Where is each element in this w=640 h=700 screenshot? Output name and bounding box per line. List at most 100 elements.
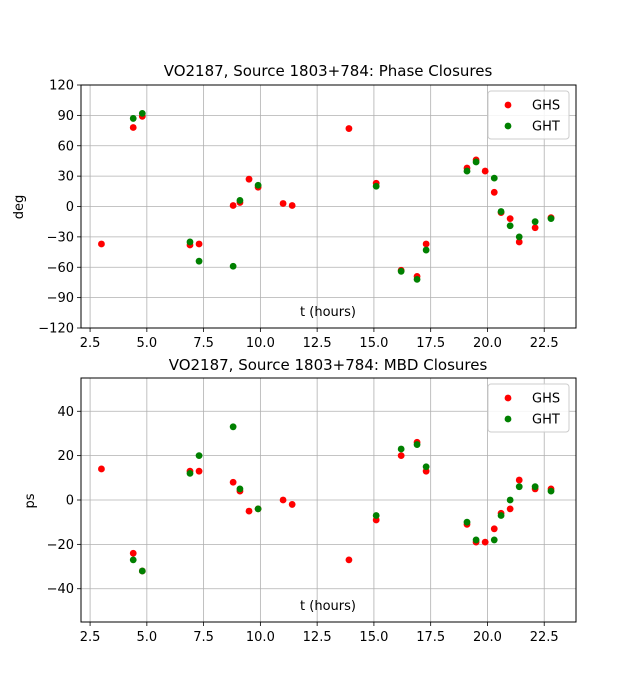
ght-point bbox=[422, 463, 430, 471]
x-tick-label: 17.5 bbox=[416, 630, 445, 645]
ghs-point bbox=[397, 452, 405, 460]
y-tick-label: 60 bbox=[57, 139, 74, 154]
y-tick-label: 120 bbox=[49, 79, 74, 94]
x-tick-label: 2.5 bbox=[80, 630, 101, 645]
ghs-point bbox=[515, 476, 523, 484]
ght-point bbox=[236, 197, 244, 204]
ght-point bbox=[515, 483, 523, 491]
y-tick-label: −30 bbox=[47, 230, 74, 245]
plot-frame bbox=[80, 84, 577, 329]
ght-point bbox=[372, 512, 380, 519]
y-axis-label: deg bbox=[12, 195, 27, 220]
ghs-point bbox=[279, 200, 287, 207]
ghs-point bbox=[288, 202, 296, 209]
ght-point bbox=[186, 238, 194, 246]
x-tick-label: 22.5 bbox=[530, 630, 559, 645]
legend-label-ghs: GHS bbox=[532, 99, 560, 114]
ght-point bbox=[397, 267, 405, 275]
ght-point bbox=[490, 536, 498, 544]
ght-point bbox=[506, 222, 514, 230]
ght-point bbox=[515, 233, 523, 241]
y-tick-label: 30 bbox=[57, 170, 74, 185]
x-tick-label: 5.0 bbox=[137, 630, 158, 645]
y-tick-label: 20 bbox=[57, 449, 74, 464]
y-tick-label: −120 bbox=[38, 322, 74, 337]
ghs-point bbox=[245, 507, 253, 515]
y-tick-label: −40 bbox=[47, 582, 74, 597]
y-tick-label: −90 bbox=[47, 291, 74, 306]
ghs-point bbox=[531, 224, 539, 232]
ght-point bbox=[472, 536, 480, 544]
ght-point bbox=[490, 174, 498, 182]
chart-title: VO2187, Source 1803+784: MBD Closures bbox=[169, 356, 488, 374]
ght-point bbox=[413, 441, 421, 448]
ghs-point bbox=[229, 478, 237, 486]
ghs-point bbox=[345, 556, 353, 564]
ght-point bbox=[506, 496, 514, 504]
ghs-point bbox=[345, 125, 353, 132]
legend-label-ght: GHT bbox=[532, 120, 560, 135]
y-tick-label: 0 bbox=[66, 200, 74, 215]
ght-point bbox=[372, 182, 380, 190]
ght-point bbox=[472, 158, 480, 166]
y-axis-label: ps bbox=[23, 493, 38, 508]
legend-marker-ght bbox=[504, 415, 512, 423]
ght-point bbox=[186, 469, 194, 477]
x-tick-label: 22.5 bbox=[530, 336, 559, 351]
x-axis-label: t (hours) bbox=[300, 599, 356, 614]
ght-point bbox=[236, 485, 244, 493]
x-tick-label: 7.5 bbox=[193, 336, 214, 351]
x-tick-label: 15.0 bbox=[359, 336, 388, 351]
ght-point bbox=[547, 487, 555, 495]
x-tick-label: 5.0 bbox=[137, 336, 158, 351]
ghs-point bbox=[129, 549, 137, 557]
legend-marker-ghs bbox=[504, 394, 512, 402]
ght-point bbox=[497, 208, 505, 215]
ght-point bbox=[463, 167, 471, 175]
ght-point bbox=[422, 246, 430, 254]
ghs-point bbox=[506, 215, 514, 223]
ghs-point bbox=[195, 240, 203, 248]
ghs-point bbox=[490, 188, 498, 196]
legend-marker-ght bbox=[504, 122, 512, 130]
ghs-point bbox=[515, 238, 523, 246]
x-tick-label: 20.0 bbox=[473, 630, 502, 645]
x-tick-label: 7.5 bbox=[193, 630, 214, 645]
ghs-point bbox=[481, 167, 489, 175]
ght-point bbox=[138, 567, 146, 575]
plot-frame bbox=[80, 377, 577, 623]
ghs-point bbox=[129, 124, 137, 131]
ght-point bbox=[547, 215, 555, 223]
legend: GHS GHT bbox=[487, 90, 570, 140]
legend-label-ght: GHT bbox=[532, 413, 560, 428]
phase-closures-panel: VO2187, Source 1803+784: Phase Closures … bbox=[12, 62, 577, 351]
ght-point bbox=[531, 218, 539, 226]
ght-point bbox=[397, 445, 405, 453]
ghs-point bbox=[98, 240, 105, 248]
ghs-point bbox=[229, 202, 237, 209]
ght-point bbox=[531, 483, 539, 491]
ghs-point bbox=[279, 496, 287, 504]
ght-point bbox=[254, 505, 262, 513]
ght-point bbox=[254, 181, 262, 189]
ghs-point bbox=[288, 501, 296, 508]
x-axis-label: t (hours) bbox=[300, 305, 356, 320]
ghs-point bbox=[98, 465, 105, 473]
legend: GHS GHT bbox=[487, 383, 570, 433]
ght-point bbox=[413, 276, 421, 283]
ght-point bbox=[195, 257, 203, 265]
ght-point bbox=[463, 518, 471, 526]
legend-label-ghs: GHS bbox=[532, 392, 560, 407]
ghs-point bbox=[481, 538, 489, 546]
ghs-point bbox=[422, 240, 430, 248]
x-tick-label: 17.5 bbox=[416, 336, 445, 351]
y-tick-label: 40 bbox=[57, 405, 74, 420]
x-tick-label: 15.0 bbox=[359, 630, 388, 645]
ghs-point bbox=[195, 467, 203, 475]
x-tick-label: 12.5 bbox=[303, 630, 332, 645]
ghs-point bbox=[506, 505, 514, 513]
x-tick-label: 10.0 bbox=[246, 336, 275, 351]
ght-point bbox=[229, 423, 237, 431]
y-tick-label: −60 bbox=[47, 261, 74, 276]
